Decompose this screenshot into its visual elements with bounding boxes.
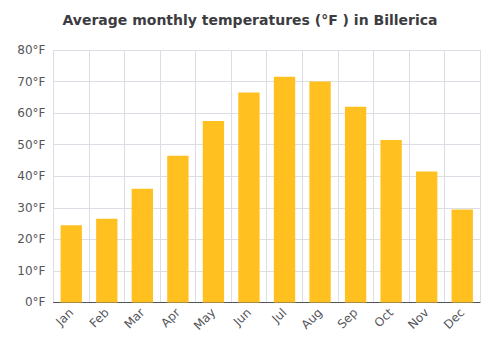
- svg-text:Oct: Oct: [372, 305, 397, 330]
- svg-text:0°F: 0°F: [25, 295, 46, 309]
- svg-text:Dec: Dec: [441, 306, 467, 332]
- svg-text:20°F: 20°F: [17, 232, 45, 246]
- svg-text:Nov: Nov: [405, 306, 431, 332]
- svg-text:Aug: Aug: [299, 306, 325, 332]
- svg-text:Jun: Jun: [230, 306, 254, 330]
- svg-text:Feb: Feb: [87, 306, 112, 331]
- svg-text:80°F: 80°F: [17, 43, 45, 57]
- svg-text:Sep: Sep: [335, 306, 361, 332]
- svg-text:40°F: 40°F: [17, 169, 45, 183]
- svg-text:30°F: 30°F: [17, 201, 45, 215]
- svg-text:50°F: 50°F: [17, 138, 45, 152]
- svg-text:Average monthly temperatures (: Average monthly temperatures (°F ) in Bi…: [63, 12, 438, 28]
- svg-text:10°F: 10°F: [17, 264, 45, 278]
- svg-text:May: May: [191, 306, 218, 333]
- svg-text:Jan: Jan: [53, 306, 77, 330]
- svg-text:60°F: 60°F: [17, 106, 45, 120]
- svg-text:Apr: Apr: [158, 305, 183, 330]
- svg-text:Mar: Mar: [121, 305, 147, 331]
- svg-text:Jul: Jul: [269, 306, 290, 327]
- svg-text:70°F: 70°F: [17, 75, 45, 89]
